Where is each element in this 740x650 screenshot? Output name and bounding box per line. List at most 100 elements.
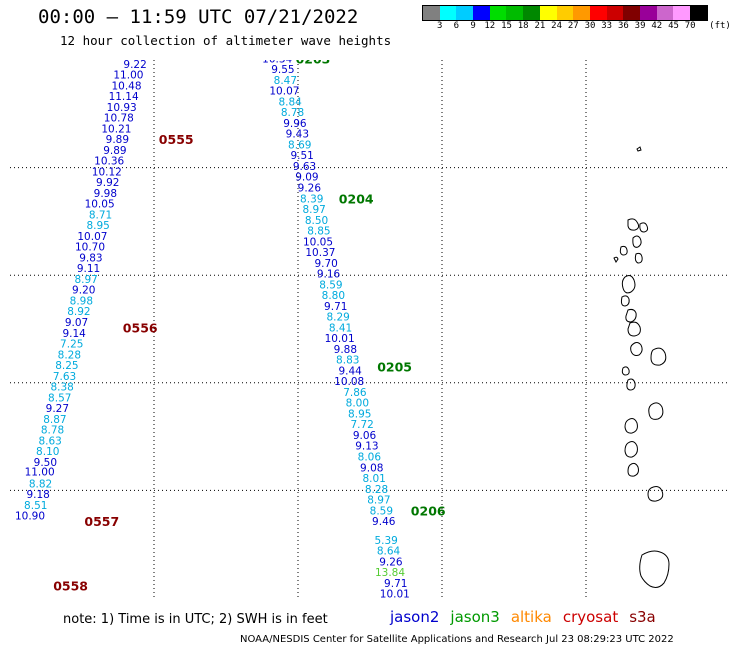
swh-value: 9.96 xyxy=(283,118,307,130)
color-swatch xyxy=(656,6,674,20)
island-outline xyxy=(621,366,630,376)
swh-value: 9.14 xyxy=(62,328,86,340)
swh-value: 10.34 xyxy=(262,60,292,65)
color-scale-tick: 70 xyxy=(684,21,696,31)
swh-value: 9.06 xyxy=(353,430,377,442)
lat-lon-grid: 6063666972750246810 xyxy=(10,60,730,598)
swh-value: 9.70 xyxy=(314,258,337,270)
satellite-legend-s3a: s3a xyxy=(629,608,656,626)
swh-value: 11.14 xyxy=(109,91,139,103)
pass-time-label: 0557 xyxy=(84,514,119,529)
swh-value: 10.01 xyxy=(380,589,410,598)
pass-time-label: 0205 xyxy=(377,360,412,375)
color-scale-tick: 27 xyxy=(567,21,579,31)
swh-value: 9.22 xyxy=(123,60,146,71)
satellite-legend-cryosat: cryosat xyxy=(562,608,619,626)
island-outline xyxy=(626,378,636,391)
swh-value: 9.20 xyxy=(72,285,95,297)
pass-time-label: 0204 xyxy=(339,191,374,206)
color-swatch xyxy=(473,6,490,20)
swh-value: 9.88 xyxy=(334,344,357,356)
color-scale-tick: 39 xyxy=(634,21,646,31)
swh-value: 8.85 xyxy=(307,226,330,238)
swh-value: 10.01 xyxy=(325,333,355,345)
color-scale-unit: (ft) xyxy=(709,21,731,31)
credit-line: NOAA/NESDIS Center for Satellite Applica… xyxy=(240,634,674,645)
island-outline xyxy=(627,218,640,231)
swh-value: 10.36 xyxy=(94,156,124,168)
swh-value: 10.12 xyxy=(92,166,122,178)
swh-value: 8.80 xyxy=(322,290,345,302)
swh-value: 8.28 xyxy=(58,349,81,361)
color-scale-tick: 12 xyxy=(484,21,496,31)
swh-value: 8.00 xyxy=(346,398,369,410)
swh-value: 8.41 xyxy=(329,322,352,334)
jason2-track: 9.2211.0010.4811.1410.9310.7810.219.899.… xyxy=(15,60,194,594)
island-outline xyxy=(627,321,641,337)
swh-value: 10.37 xyxy=(305,247,335,259)
island-outline xyxy=(639,222,649,233)
island-outline xyxy=(624,441,638,458)
swh-value: 9.50 xyxy=(34,457,57,469)
swh-value: 9.46 xyxy=(372,516,396,528)
wave-height-map: 6063666972750246810 9.2211.0010.4811.141… xyxy=(10,60,730,598)
color-swatch xyxy=(690,6,707,20)
swh-value: 9.16 xyxy=(317,269,341,281)
swh-value: 10.05 xyxy=(85,199,115,211)
swh-value: 8.97 xyxy=(302,204,325,216)
pass-time-label: 0556 xyxy=(123,320,158,335)
swh-value: 8.57 xyxy=(48,392,71,404)
swh-value: 9.71 xyxy=(324,301,347,313)
color-swatch xyxy=(423,6,440,20)
island-outline xyxy=(620,295,630,307)
swh-value: 8.51 xyxy=(24,500,47,512)
swh-value: 9.11 xyxy=(77,263,100,275)
swh-value: 9.08 xyxy=(360,462,383,474)
swh-value: 9.98 xyxy=(94,188,117,200)
color-swatch xyxy=(539,6,557,20)
swh-value: 7.86 xyxy=(343,387,367,399)
island-outline xyxy=(630,342,643,356)
pass-time-label: 0558 xyxy=(53,579,88,594)
color-scale-tick: 24 xyxy=(551,21,563,31)
color-scale-tick: 3 xyxy=(436,21,443,31)
swh-value: 8.28 xyxy=(365,484,388,496)
swh-value: 8.97 xyxy=(74,274,97,286)
color-scale-tick: 18 xyxy=(517,21,529,31)
swh-value: 9.51 xyxy=(290,150,313,162)
altimeter-tracks: 9.2211.0010.4811.1410.9310.7810.219.899.… xyxy=(15,60,446,598)
swh-value: 9.27 xyxy=(46,403,69,415)
color-scale-tick: 36 xyxy=(617,21,629,31)
island-outline xyxy=(639,550,670,588)
swh-value: 9.18 xyxy=(26,489,49,501)
swh-value: 8.83 xyxy=(336,355,359,367)
color-swatch xyxy=(523,6,540,20)
swh-value: 8.95 xyxy=(86,220,109,232)
map-title: 00:00 – 11:59 UTC 07/21/2022 xyxy=(38,6,359,28)
swh-value: 9.44 xyxy=(338,365,362,377)
swh-value: 8.29 xyxy=(326,312,349,324)
color-swatch xyxy=(639,6,657,20)
swh-value: 8.38 xyxy=(50,382,73,394)
color-swatch xyxy=(439,6,457,20)
pass-time-label: 0206 xyxy=(411,503,446,518)
swh-value: 10.21 xyxy=(101,123,131,135)
island-outline xyxy=(621,275,636,294)
swh-value: 9.63 xyxy=(293,161,316,173)
color-scale-tick: 15 xyxy=(501,21,512,31)
swh-value: 7.25 xyxy=(60,339,83,351)
swh-value: 8.92 xyxy=(67,306,90,318)
island-outline xyxy=(634,252,643,264)
color-swatch xyxy=(573,6,590,20)
color-scale-bar xyxy=(422,5,708,21)
swh-value: 7.63 xyxy=(53,371,76,383)
swh-value: 8.25 xyxy=(55,360,78,372)
swh-value: 10.05 xyxy=(303,236,333,248)
color-scale-tick: 42 xyxy=(651,21,663,31)
swh-value: 9.71 xyxy=(384,578,407,590)
footer-note: note: 1) Time is in UTC; 2) SWH is in fe… xyxy=(63,612,328,627)
swh-value: 8.82 xyxy=(29,478,52,490)
island-outline xyxy=(632,235,642,248)
satellite-legend: jason2 jason3 altika cryosat s3a xyxy=(390,608,667,626)
pass-time-label: 0555 xyxy=(159,132,194,147)
